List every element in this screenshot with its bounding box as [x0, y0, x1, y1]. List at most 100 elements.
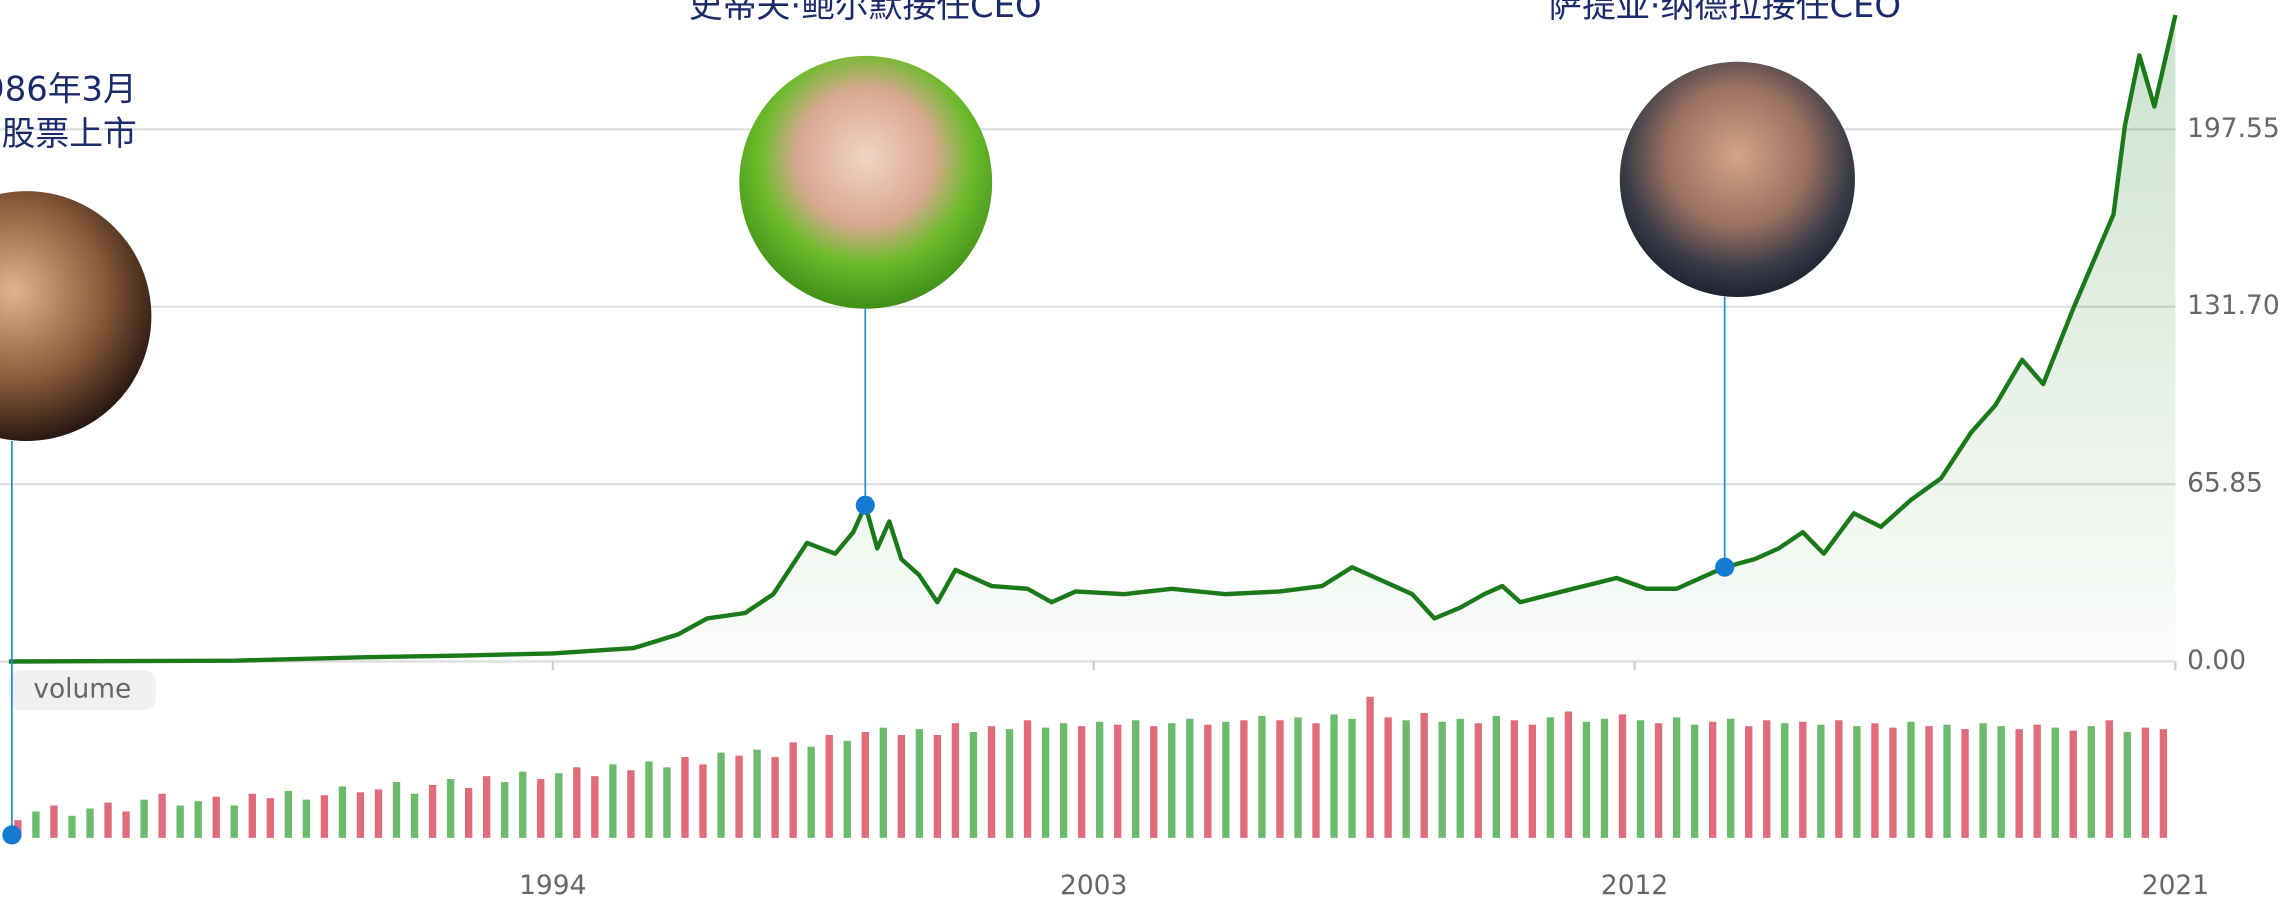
annotations: 1986年3月股票上市 史蒂夫·鲍尔默接任CEO 萨提亚·纳德拉接任CEO [0, 0, 1901, 844]
volume-bar [988, 726, 995, 838]
volume-bar [1042, 728, 1049, 838]
volume-bar [555, 773, 562, 838]
y-tick-label: 65.85 [2187, 468, 2263, 499]
volume-bar [1781, 723, 1788, 838]
volume-bar [771, 757, 778, 838]
volume-bar [1529, 725, 1536, 838]
volume-bar [1204, 725, 1211, 838]
volume-bar [213, 797, 220, 838]
volume-label: volume [33, 674, 131, 705]
annotation-dot [856, 496, 875, 515]
volume-bar [1547, 717, 1554, 838]
volume-bar [1745, 726, 1752, 838]
volume-bar [573, 767, 580, 838]
volume-bar [231, 806, 238, 838]
volume-bar [195, 801, 202, 838]
volume-bar [68, 816, 75, 838]
volume-bar [357, 792, 364, 838]
photo [739, 56, 992, 309]
volume-bar [1114, 725, 1121, 838]
volume-bar [447, 779, 454, 838]
annotation-text: 股票上市 [2, 114, 137, 153]
volume-bar [1871, 723, 1878, 838]
volume-bar [717, 753, 724, 838]
volume-bar [1258, 716, 1265, 838]
volume-bar [140, 800, 147, 838]
volume-bar [303, 800, 310, 838]
volume-bar [1637, 720, 1644, 838]
volume-bar [880, 728, 887, 838]
volume-bar [1601, 719, 1608, 838]
plot-area [9, 15, 2176, 662]
volume-bar [1096, 722, 1103, 838]
annotation-dot [2, 825, 21, 844]
volume-bar [1655, 723, 1662, 838]
volume-bar [1294, 717, 1301, 838]
volume-bar [429, 785, 436, 838]
volume-bar [501, 782, 508, 838]
volume-bar [826, 735, 833, 838]
volume-bar [934, 735, 941, 838]
volume-bar [1421, 713, 1428, 838]
volume-bar [1709, 722, 1716, 838]
volume-bar [1276, 720, 1283, 838]
x-tick-label: 2021 [2142, 870, 2209, 901]
volume-bar [519, 772, 526, 838]
volume-bar [1439, 722, 1446, 838]
volume-bar [465, 788, 472, 838]
volume-bar [2160, 729, 2167, 838]
volume-bar [591, 776, 598, 838]
volume-bar [1168, 723, 1175, 838]
y-tick-label: 0.00 [2187, 645, 2246, 676]
volume-bar [2034, 725, 2041, 838]
volume-bar [1997, 726, 2004, 838]
volume-bar [627, 770, 634, 838]
volume-bar [393, 782, 400, 838]
annotation-text: 1986年3月 [0, 70, 137, 109]
volume-bar [1132, 720, 1139, 838]
x-tick-label: 2012 [1601, 870, 1668, 901]
volume-bar [1006, 729, 1013, 838]
annotation-text: 萨提亚·纳德拉接任CEO [1548, 0, 1901, 25]
volume-bar [249, 794, 256, 838]
volume-bar [789, 742, 796, 838]
volume-bar [86, 808, 93, 837]
volume-bar [285, 791, 292, 838]
volume-bar [1961, 729, 1968, 838]
annotation-text: 史蒂夫·鲍尔默接任CEO [689, 0, 1042, 25]
volume-bar [1673, 717, 1680, 838]
volume-bar [1384, 717, 1391, 838]
volume-bar [753, 750, 760, 838]
volume-bar [1475, 723, 1482, 838]
volume-bar [1889, 728, 1896, 838]
volume-bar [844, 741, 851, 838]
volume-bar [1348, 719, 1355, 838]
volume-bar [1024, 720, 1031, 838]
volume-bar [1907, 722, 1914, 838]
volume-bar [1763, 720, 1770, 838]
volume-bar [1366, 697, 1373, 838]
volume-bar [1222, 722, 1229, 838]
volume-bar [1853, 726, 1860, 838]
volume-bar [32, 811, 39, 837]
page: 0.0065.85131.70197.551994200320122021 vo… [0, 0, 2293, 907]
volume-bar [808, 747, 815, 838]
volume-bar [1817, 725, 1824, 838]
volume-bar [699, 764, 706, 837]
volume-bar [1493, 716, 1500, 838]
volume-bar [50, 806, 57, 838]
volume-bar [1312, 723, 1319, 838]
volume-bar [1799, 722, 1806, 838]
volume-bar [1186, 719, 1193, 838]
volume-bar [158, 794, 165, 838]
volume-bar [609, 764, 616, 837]
volume-bar [1330, 714, 1337, 837]
volume-bar [916, 729, 923, 838]
volume-bar [862, 732, 869, 838]
volume-bar [2070, 731, 2077, 838]
volume-panel: volume [9, 670, 2167, 838]
volume-bar [2142, 728, 2149, 838]
volume-bar [1402, 720, 1409, 838]
volume-bar [1943, 725, 1950, 838]
volume-bar [1060, 723, 1067, 838]
